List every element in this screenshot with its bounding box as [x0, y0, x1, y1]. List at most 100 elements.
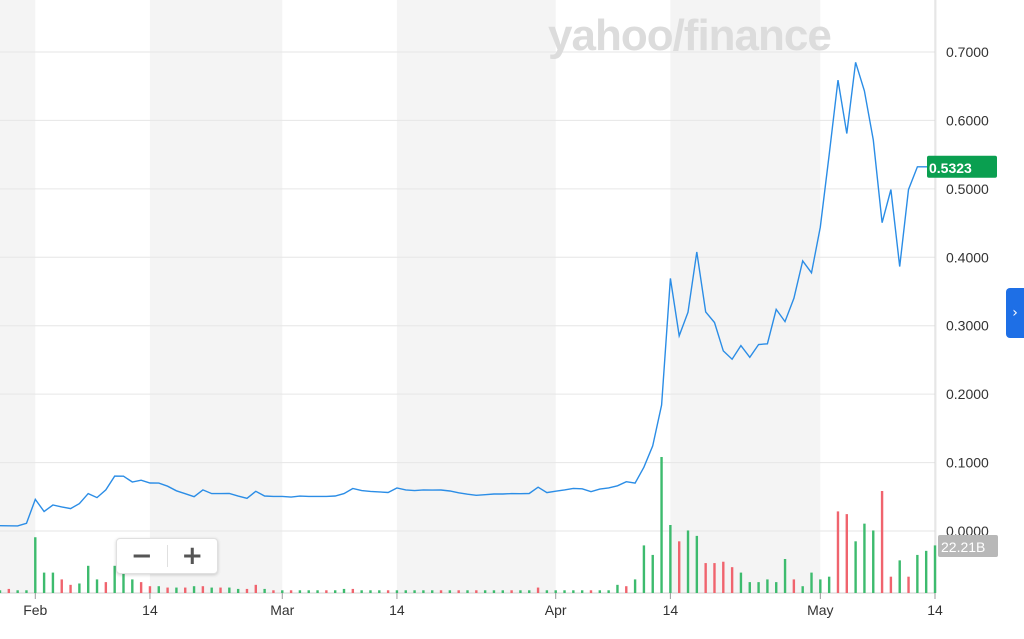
volume-bar — [69, 584, 72, 593]
volume-bar — [651, 554, 654, 593]
volume-bar — [228, 587, 231, 593]
volume-bar — [572, 590, 575, 593]
volume-bar — [783, 559, 787, 593]
volume-bar — [827, 576, 831, 593]
volume-bar — [492, 590, 496, 593]
alternating-month-bands — [0, 0, 937, 593]
volume-bar — [378, 590, 381, 593]
volume-bar — [298, 590, 302, 593]
volume-bar — [192, 586, 196, 593]
volume-bar — [289, 590, 293, 593]
volume-bar — [263, 588, 266, 593]
volume-badge: 22.21B — [938, 535, 998, 557]
volume-bar — [51, 572, 55, 593]
volume-bar — [78, 583, 81, 593]
volume-bar — [483, 590, 487, 593]
volume-bar — [607, 590, 610, 593]
volume-bar — [104, 582, 108, 593]
volume-bar — [184, 587, 187, 593]
volume-bar — [907, 576, 910, 593]
volume-bar — [563, 590, 566, 593]
month-band — [396, 0, 556, 593]
volume-bar — [669, 525, 672, 593]
volume-bar — [880, 491, 884, 593]
volume-bar — [686, 530, 690, 593]
x-tick-label: 14 — [927, 602, 943, 618]
volume-bar — [210, 587, 213, 593]
volume-bar — [439, 590, 443, 593]
volume-bar — [475, 590, 478, 593]
volume-bar — [766, 579, 769, 593]
volume-bar — [633, 579, 637, 593]
volume-bar — [854, 541, 857, 593]
volume-bar — [863, 523, 866, 593]
chevron-right-icon: › — [1012, 305, 1018, 321]
volume-bar — [413, 590, 416, 593]
volume-bar — [748, 582, 751, 593]
volume-bar — [845, 514, 848, 593]
volume-bar — [34, 537, 37, 593]
volume-bar — [272, 590, 275, 593]
volume-bar — [519, 590, 522, 593]
volume-bar — [254, 584, 258, 593]
y-tick-label: 0.3000 — [946, 318, 989, 334]
zoom-in-button[interactable]: + — [168, 539, 218, 573]
volume-bar — [422, 590, 425, 593]
volume-bar — [924, 550, 928, 593]
volume-bar — [148, 586, 152, 593]
volume-bar — [316, 590, 319, 593]
y-tick-label: 0.6000 — [946, 112, 989, 128]
volume-bar — [175, 587, 178, 593]
volume-bar — [554, 590, 557, 593]
volume-bar — [360, 590, 363, 593]
volume-bar — [836, 511, 840, 593]
zoom-out-button[interactable]: − — [117, 539, 167, 573]
volume-bar — [819, 579, 822, 593]
y-tick-label: 0.7000 — [946, 44, 989, 60]
minus-icon: − — [130, 541, 153, 571]
current-price-badge: 0.5323 — [927, 155, 997, 178]
volume-bar — [87, 565, 90, 593]
volume-bar — [342, 588, 346, 593]
volume-bar — [589, 590, 593, 593]
volume-bar — [236, 588, 240, 593]
volume-bar — [466, 590, 469, 593]
volume-bar — [510, 590, 513, 593]
x-tick-label: Mar — [270, 602, 294, 618]
month-band — [0, 0, 36, 593]
volume-bar — [528, 590, 531, 593]
volume-bars — [0, 457, 937, 593]
volume-bar — [431, 590, 434, 593]
volume-bar — [157, 586, 160, 593]
plus-icon: + — [181, 541, 204, 571]
volume-bar — [122, 563, 125, 593]
volume-bar — [677, 541, 681, 593]
volume-bar — [333, 590, 337, 593]
volume-bar — [713, 563, 716, 593]
x-tick-label: 14 — [663, 602, 679, 618]
volume-bar — [775, 582, 778, 593]
volume-bar — [457, 590, 460, 593]
volume-bar — [898, 560, 901, 593]
volume-bar — [16, 590, 19, 593]
volume-bar — [131, 579, 134, 593]
volume-bar — [695, 535, 699, 593]
x-axis-ticks: Feb 14 Mar 14 Apr 14 May 14 — [23, 593, 943, 618]
volume-bar — [448, 590, 452, 593]
volume-bar — [598, 590, 602, 593]
volume-bar — [545, 590, 549, 593]
y-tick-label: 0.2000 — [946, 386, 989, 402]
expand-panel-button[interactable]: › — [1006, 288, 1024, 338]
volume-bar — [42, 572, 46, 593]
x-tick-label: 14 — [389, 602, 405, 618]
month-band — [149, 0, 283, 593]
volume-bar — [801, 586, 804, 593]
volume-bar — [95, 579, 99, 593]
zoom-controls: − + — [116, 538, 218, 574]
y-tick-label: 0.4000 — [946, 249, 989, 265]
x-tick-label: Apr — [545, 602, 567, 618]
volume-bar — [307, 590, 310, 593]
volume-bar — [730, 567, 734, 593]
